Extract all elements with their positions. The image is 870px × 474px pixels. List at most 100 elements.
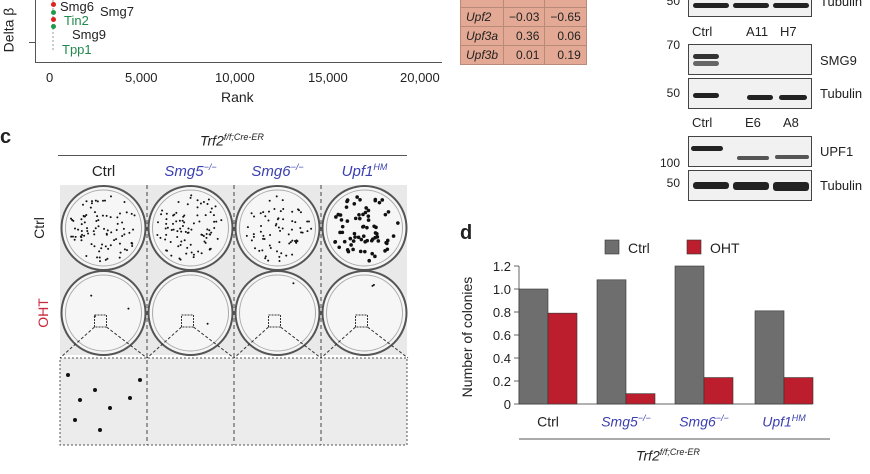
x-tick-label: 0 — [46, 70, 54, 85]
colony — [100, 247, 103, 250]
colony — [373, 235, 377, 240]
colony — [264, 215, 267, 218]
colony — [250, 212, 253, 215]
colony — [66, 373, 70, 377]
colony — [209, 211, 212, 214]
genotype: Trf2 — [200, 132, 224, 149]
colony — [338, 213, 343, 217]
colony — [93, 245, 96, 248]
colony — [267, 219, 270, 222]
panel-label: c — [0, 126, 12, 148]
colony — [104, 258, 107, 261]
category-sup: −/− — [637, 413, 651, 423]
colony — [196, 214, 199, 217]
category-name: Smg6 — [679, 413, 716, 430]
colony — [77, 228, 80, 231]
colony — [103, 199, 106, 202]
colony — [367, 258, 372, 263]
colony — [246, 226, 249, 229]
colony — [372, 283, 375, 286]
zoom-box — [94, 314, 107, 328]
category-name: Smg5 — [601, 413, 638, 430]
group-label: Trf2f/f;Cre-ER — [636, 447, 700, 464]
blot-label: Tubulin — [820, 0, 863, 9]
colony — [253, 215, 256, 218]
colony — [178, 219, 181, 222]
blot-smg9 — [688, 44, 812, 75]
colony — [214, 205, 217, 208]
legend-swatch — [604, 239, 620, 255]
colony — [99, 260, 102, 263]
x-tick-label: 15,000 — [308, 70, 348, 85]
colony — [130, 212, 133, 215]
colony — [213, 227, 216, 230]
colony — [116, 216, 119, 219]
colony — [85, 254, 88, 257]
colony — [190, 251, 193, 254]
colony — [363, 210, 368, 215]
colony — [204, 241, 207, 244]
colony — [156, 234, 159, 237]
colony — [282, 218, 285, 221]
colony — [206, 228, 209, 231]
colony — [175, 211, 178, 214]
colony — [291, 239, 294, 242]
blot-label: UPF1 — [820, 144, 854, 159]
colony — [170, 254, 173, 257]
colony — [113, 239, 116, 242]
colony — [73, 418, 77, 422]
colony — [373, 254, 377, 259]
colony — [127, 307, 130, 310]
blot-tubulin — [688, 78, 812, 109]
colony — [197, 250, 200, 253]
colony — [90, 294, 93, 297]
colony — [365, 238, 370, 243]
colony — [337, 245, 342, 250]
colony — [103, 227, 106, 230]
colony — [361, 212, 365, 217]
colony — [172, 222, 175, 225]
colony — [176, 230, 179, 233]
bar-chart: 0 0.2 0.4 0.6 0.8 1.0 1.2 Number of colonies Ctr… — [459, 239, 830, 440]
gene-label: Smg7 — [100, 4, 134, 19]
gene-label: Smg9 — [72, 27, 106, 42]
colony — [345, 219, 350, 223]
colony — [80, 230, 83, 233]
colony — [109, 244, 112, 247]
bar-oht-1 — [625, 393, 656, 405]
colony — [207, 198, 210, 201]
colony — [192, 222, 195, 225]
colony — [87, 232, 90, 235]
colony — [215, 220, 218, 223]
x-tick-label: Upf1HM — [745, 413, 823, 430]
point-smg9 — [51, 17, 56, 22]
colony — [277, 217, 280, 220]
colony — [269, 234, 272, 237]
colony — [95, 219, 98, 222]
colony — [186, 246, 189, 249]
y-tick-label: 0.2 — [493, 374, 511, 389]
colony — [380, 198, 385, 202]
colony — [125, 211, 128, 214]
colony — [288, 242, 291, 245]
cell: 0.06 — [544, 26, 587, 46]
y-tick-label: 1.0 — [493, 282, 511, 297]
genotype-header: Trf2f/f;Cre-ER — [200, 132, 264, 149]
culture-dish — [60, 185, 147, 271]
colony — [118, 242, 121, 245]
colony — [181, 219, 184, 222]
colony — [177, 201, 180, 204]
colony — [97, 225, 100, 228]
colony — [159, 236, 162, 239]
lane-label: E6 — [745, 115, 761, 130]
category-sup: HM — [791, 413, 806, 423]
column-sup: −/− — [203, 162, 217, 172]
colony — [169, 241, 172, 244]
zoom-line — [233, 326, 269, 359]
gene-label: Tpp1 — [62, 42, 92, 57]
colony — [190, 228, 193, 231]
colony — [210, 231, 213, 234]
colony — [310, 227, 313, 230]
colony — [344, 205, 349, 209]
colony — [179, 227, 182, 230]
